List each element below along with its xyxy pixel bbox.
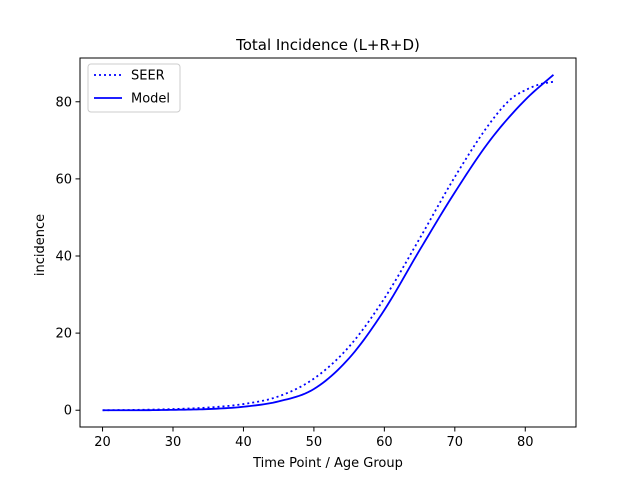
axis-ticks: 20 30 40 50 60 70 80 0 20 40 60 80 xyxy=(55,95,533,450)
x-tick-label: 20 xyxy=(94,435,111,450)
series-line-seer xyxy=(102,80,554,412)
y-tick-label: 80 xyxy=(55,95,72,110)
series-line-model xyxy=(102,74,555,412)
y-tick-label: 0 xyxy=(64,404,72,419)
legend-label-model: Model xyxy=(131,92,170,107)
x-tick-label: 80 xyxy=(517,435,534,450)
legend-box xyxy=(87,63,181,113)
y-tick-label: 60 xyxy=(55,172,72,187)
y-axis-label: incidence xyxy=(33,214,48,276)
legend-label-seer: SEER xyxy=(131,69,165,84)
y-tick-label: 40 xyxy=(55,249,72,264)
axes-frame xyxy=(79,57,577,428)
x-tick-label: 50 xyxy=(306,435,323,450)
chart-title: Total Incidence (L+R+D) xyxy=(235,36,420,54)
plot-lines xyxy=(102,74,555,412)
legend: SEER Model xyxy=(87,63,181,113)
x-axis-label: Time Point / Age Group xyxy=(252,456,403,471)
x-tick-label: 40 xyxy=(235,435,252,450)
y-tick-label: 20 xyxy=(55,327,72,342)
x-tick-label: 30 xyxy=(165,435,182,450)
x-tick-label: 70 xyxy=(447,435,464,450)
x-tick-label: 60 xyxy=(376,435,393,450)
